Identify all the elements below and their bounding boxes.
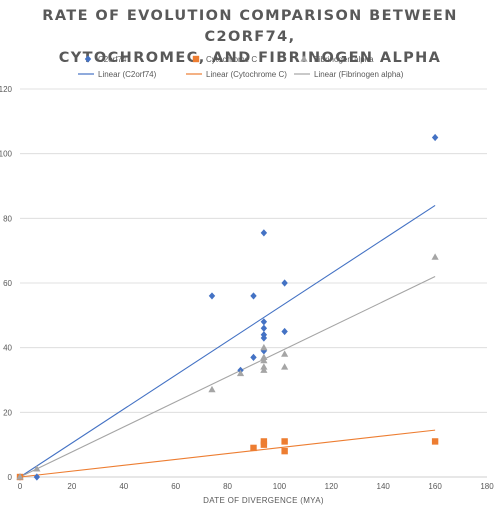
data-point-c2orf74 [281, 279, 288, 287]
data-point-cytochrome-c [250, 444, 257, 452]
x-tick-label: 120 [325, 482, 339, 491]
y-tick-label: 40 [3, 344, 12, 353]
data-points [16, 133, 439, 481]
data-point-c2orf74 [33, 473, 41, 481]
legend-marker-fibrinogen-alpha [300, 55, 308, 62]
data-point-fibrinogen-alpha [431, 253, 439, 260]
trendline-cytochrome-c [19, 429, 436, 478]
y-tick-label: 120 [0, 85, 13, 94]
y-tick-label: 20 [3, 408, 12, 417]
x-tick-label: 0 [18, 482, 23, 491]
data-point-c2orf74 [250, 353, 257, 361]
data-point-fibrinogen-alpha [281, 363, 289, 370]
y-tick-label: 100 [0, 150, 13, 159]
data-point-cytochrome-c [281, 438, 288, 445]
legend-label-c2orf74: C2orf74 [98, 55, 127, 64]
data-point-cytochrome-c [260, 441, 268, 448]
data-point-cytochrome-c [431, 438, 439, 445]
data-point-fibrinogen-alpha [208, 385, 216, 393]
trendline-c2orf74 [19, 204, 436, 478]
data-point-c2orf74 [260, 229, 268, 237]
data-point-fibrinogen-alpha [33, 465, 41, 472]
chart-title-line-1: RATE OF EVOLUTION COMPARISON BETWEEN C2O… [42, 8, 458, 45]
x-tick-label: 100 [273, 482, 287, 491]
data-point-cytochrome-c [260, 438, 268, 445]
legend-trend-label-cytochrome-c: Linear (Cytochrome C) [206, 70, 287, 79]
data-point-cytochrome-c [281, 447, 288, 455]
x-tick-label: 20 [67, 482, 76, 491]
data-point-c2orf74 [431, 133, 439, 142]
data-point-fibrinogen-alpha [260, 343, 268, 351]
legend-label-cytochrome-c: Cytochrome C [206, 55, 257, 64]
data-point-c2orf74 [250, 292, 257, 300]
legend-trend-label-c2orf74: Linear (C2orf74) [98, 70, 157, 79]
x-tick-label: 40 [119, 482, 128, 491]
trendlines [19, 204, 436, 478]
data-point-c2orf74 [260, 347, 268, 355]
axes: 0 20 40 60 80 100 120 0 20 40 60 80 100 120 140 160 180 [0, 85, 494, 491]
trendline-fibrinogen-alpha [19, 276, 436, 478]
chart-title-line-2: CYTOCHROMEC, AND FIBRINOGEN ALPHA [58, 50, 442, 66]
data-point-fibrinogen-alpha [16, 473, 24, 480]
data-point-c2orf74 [260, 318, 268, 326]
data-point-c2orf74 [208, 292, 216, 300]
chart-title: RATE OF EVOLUTION COMPARISON BETWEEN C2O… [0, 6, 500, 69]
x-tick-label: 180 [480, 482, 494, 491]
data-point-fibrinogen-alpha [260, 366, 268, 373]
legend-label-fibrinogen-alpha: Fibrinogen alpha [314, 55, 374, 64]
x-tick-label: 60 [171, 482, 180, 491]
data-point-fibrinogen-alpha [281, 350, 289, 357]
y-tick-label: 60 [3, 279, 12, 288]
data-point-c2orf74 [260, 334, 268, 342]
data-point-c2orf74 [281, 327, 288, 336]
x-tick-label: 160 [428, 482, 442, 491]
data-point-fibrinogen-alpha [260, 353, 268, 360]
legend-marker-cytochrome-c [192, 55, 200, 63]
gridlines [20, 88, 487, 413]
y-tick-label: 80 [3, 214, 12, 223]
legend: C2orf74 Linear (C2orf74) Cytochrome C Linea… [78, 55, 404, 79]
data-point-c2orf74 [260, 324, 268, 332]
x-tick-label: 140 [377, 482, 391, 491]
x-axis-title: DATE OF DIVERGENCE (MYA) [203, 496, 324, 505]
y-tick-label: 0 [8, 473, 13, 482]
x-tick-label: 80 [223, 482, 232, 491]
legend-marker-c2orf74 [84, 55, 92, 63]
data-point-fibrinogen-alpha [260, 356, 268, 364]
data-point-fibrinogen-alpha [236, 369, 245, 377]
data-point-fibrinogen-alpha [260, 363, 268, 370]
legend-trend-label-fibrinogen-alpha: Linear (Fibrinogen alpha) [314, 70, 404, 79]
